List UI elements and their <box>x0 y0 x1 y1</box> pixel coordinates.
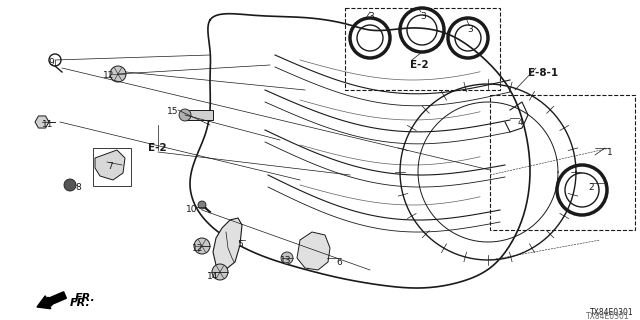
Bar <box>93 148 131 186</box>
Circle shape <box>281 252 293 264</box>
Circle shape <box>179 109 191 121</box>
Bar <box>185 110 213 120</box>
Text: 11: 11 <box>42 120 54 129</box>
Circle shape <box>198 201 206 209</box>
Polygon shape <box>95 150 125 180</box>
Text: 1: 1 <box>607 148 612 157</box>
Text: TX84E0301: TX84E0301 <box>586 312 630 320</box>
Text: 9: 9 <box>48 58 54 67</box>
Text: 6: 6 <box>336 258 342 267</box>
Text: 10: 10 <box>186 205 198 214</box>
Polygon shape <box>35 116 49 128</box>
Text: FR.: FR. <box>75 293 96 303</box>
Text: 3: 3 <box>467 25 473 34</box>
Text: 7: 7 <box>107 162 113 171</box>
Text: 15: 15 <box>167 107 179 116</box>
Text: 2: 2 <box>588 183 594 192</box>
Text: E-2: E-2 <box>148 143 166 153</box>
Polygon shape <box>297 232 330 270</box>
Text: 3: 3 <box>368 12 374 21</box>
Text: FR.: FR. <box>70 298 91 308</box>
Circle shape <box>64 179 76 191</box>
Text: 12: 12 <box>192 244 204 253</box>
Circle shape <box>212 264 228 280</box>
Text: 12: 12 <box>103 71 115 80</box>
Text: 4: 4 <box>518 118 524 127</box>
Circle shape <box>110 66 126 82</box>
Text: 13: 13 <box>280 256 291 265</box>
Text: 8: 8 <box>75 183 81 192</box>
Bar <box>345 8 500 90</box>
Circle shape <box>194 238 210 254</box>
Text: E-8-1: E-8-1 <box>528 68 558 78</box>
FancyArrow shape <box>37 292 67 309</box>
Text: TX84E0301: TX84E0301 <box>590 308 634 317</box>
Bar <box>490 95 635 230</box>
Text: 5: 5 <box>237 240 243 249</box>
Text: 14: 14 <box>207 272 218 281</box>
Text: E-2: E-2 <box>410 60 429 70</box>
Text: 3: 3 <box>420 12 426 21</box>
Polygon shape <box>213 218 242 270</box>
